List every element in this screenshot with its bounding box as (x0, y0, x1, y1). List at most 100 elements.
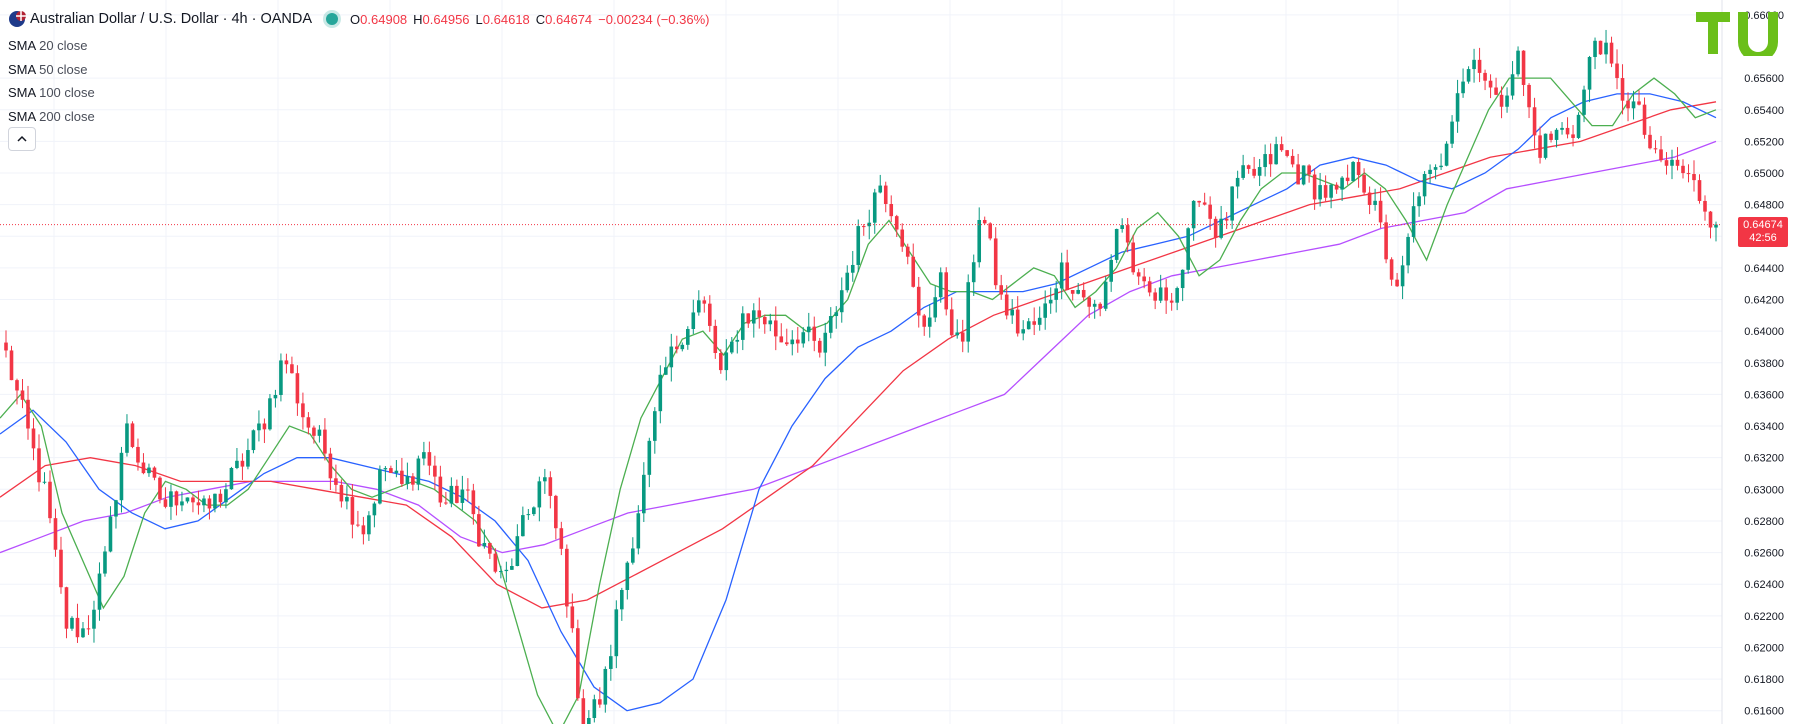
candle-body (696, 300, 701, 313)
indicator-sma-200[interactable]: SMA 200 close (8, 105, 95, 129)
candle-body (1697, 180, 1702, 201)
candle-body (4, 342, 8, 351)
ohlc-values: O0.64908 H0.64956 L0.64618 C0.64674 −0.0… (350, 12, 709, 27)
candle-body (20, 390, 25, 400)
candle-body (966, 282, 971, 342)
candle-body (1356, 162, 1361, 176)
candle-body (482, 542, 487, 547)
y-tick-label: 0.62200 (1744, 611, 1784, 623)
candle-body (1087, 297, 1091, 307)
candle-body (405, 476, 410, 484)
candle-body (1329, 184, 1333, 198)
candles (4, 29, 1718, 724)
collapse-indicators-button[interactable] (8, 127, 36, 151)
candle-body (1455, 93, 1460, 122)
candle-body (609, 656, 613, 669)
low-value: 0.64618 (482, 11, 530, 27)
candle-body (911, 256, 916, 287)
candle-body (1675, 159, 1680, 166)
candle-body (477, 514, 481, 547)
indicator-sma-50[interactable]: SMA 50 close (8, 58, 95, 82)
candle-body (900, 229, 905, 247)
candle-body (1670, 159, 1674, 166)
candle-body (92, 609, 96, 629)
indicator-sma-20[interactable]: SMA 20 close (8, 34, 95, 58)
candle-body (1037, 317, 1042, 325)
candle-body (1714, 224, 1718, 228)
candle-body (1180, 269, 1185, 289)
candle-body (1609, 42, 1614, 64)
candle-body (147, 467, 151, 474)
candle-body (284, 360, 289, 365)
candle-body (1318, 185, 1322, 200)
candle-body (834, 312, 839, 317)
candle-body (1235, 177, 1240, 187)
candle-body (795, 339, 800, 344)
low-label: L (475, 11, 483, 27)
candle-body (1488, 80, 1493, 88)
candle-body (1147, 281, 1152, 293)
candle-body (141, 462, 146, 474)
last-price-tag: 0.64674 42:56 (1738, 216, 1788, 247)
candle-body (279, 360, 283, 395)
candle-body (1461, 81, 1465, 94)
candle-body (345, 497, 349, 502)
candle-body (784, 342, 789, 345)
candle-body (1202, 202, 1207, 205)
candle-body (955, 332, 960, 336)
candle-body (1571, 134, 1575, 138)
candle-body (1499, 94, 1504, 107)
candle-body (1362, 175, 1366, 193)
candle-body (114, 500, 118, 517)
candle-body (625, 562, 630, 590)
candle-body (383, 468, 388, 470)
candle-body (1483, 72, 1487, 81)
candle-body (823, 332, 828, 353)
high-value: 0.64956 (422, 11, 470, 27)
candle-body (944, 272, 949, 310)
candle-body (543, 477, 547, 482)
candle-body (1400, 265, 1405, 287)
candle-body (1686, 173, 1691, 175)
candle-body (378, 469, 382, 504)
market-status-icon[interactable] (326, 13, 339, 25)
candle-body (1043, 303, 1047, 318)
candle-body (691, 312, 696, 330)
candle-body (400, 470, 404, 484)
candle-body (1323, 185, 1328, 198)
candle-body (680, 344, 685, 350)
candle-body (1593, 40, 1597, 58)
candle-body (1285, 150, 1289, 156)
candle-body (59, 549, 63, 588)
candle-body (1422, 174, 1427, 197)
candle-body (559, 528, 564, 549)
candle-body (334, 478, 338, 485)
candle-body (356, 524, 360, 526)
candle-body (416, 458, 421, 485)
candle-body (119, 452, 124, 501)
candle-body (1549, 133, 1553, 140)
candle-body (218, 493, 223, 503)
candle-body (488, 542, 492, 554)
candle-body (174, 491, 179, 506)
candle-body (1582, 89, 1586, 115)
candle-body (1648, 134, 1652, 149)
y-tick-label: 0.64400 (1744, 263, 1784, 275)
candle-body (867, 222, 872, 227)
candle-body (587, 717, 591, 724)
candle-body (235, 460, 239, 468)
candle-body (1653, 148, 1658, 150)
candle-body (1312, 174, 1317, 200)
symbol-legend[interactable]: Australian Dollar / U.S. Dollar · 4h · O… (8, 8, 709, 30)
candle-body (1373, 200, 1377, 205)
candle-body (26, 399, 30, 429)
symbol-title[interactable]: Australian Dollar / U.S. Dollar · 4h · O… (30, 11, 313, 27)
y-tick-label: 0.62000 (1744, 642, 1784, 654)
indicator-sma-100[interactable]: SMA 100 close (8, 81, 95, 105)
candle-body (905, 246, 910, 257)
candle-body (1004, 294, 1009, 316)
candle-body (1114, 228, 1119, 260)
candle-body (1389, 259, 1394, 280)
